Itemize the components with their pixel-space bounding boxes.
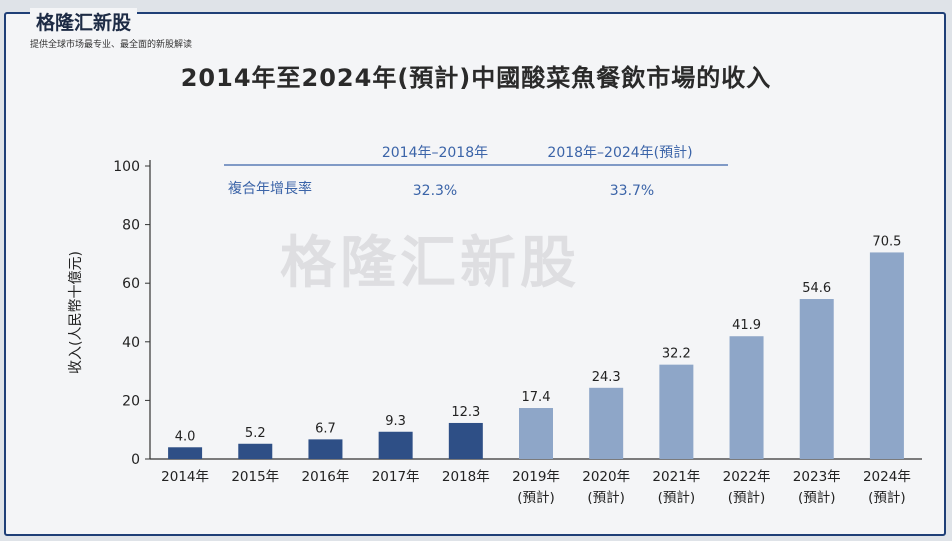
x-tick-label: 2016年 bbox=[302, 469, 350, 485]
data-label: 24.3 bbox=[592, 370, 621, 385]
data-label: 9.3 bbox=[385, 414, 406, 429]
x-tick-label: 2014年 bbox=[161, 469, 209, 485]
x-tick-sublabel: (預計) bbox=[798, 490, 836, 506]
cagr-period: 2014年–2018年 bbox=[382, 145, 488, 161]
x-tick-label: 2018年 bbox=[442, 469, 490, 485]
cagr-table: 2014年–2018年 2018年–2024年(預計) 複合年增長率 32.3% 33.… bbox=[224, 145, 728, 199]
bar bbox=[238, 443, 273, 459]
x-tick-sublabel: (預計) bbox=[658, 490, 696, 506]
x-tick-label: 2022年 bbox=[723, 469, 771, 485]
x-tick-label: 2021年 bbox=[652, 469, 700, 485]
y-axis-label: 收入(人民幣十億元) bbox=[68, 251, 84, 374]
x-tick-label: 2020年 bbox=[582, 469, 630, 485]
data-label: 70.5 bbox=[872, 234, 901, 249]
y-tick-label: 100 bbox=[113, 159, 140, 175]
bar bbox=[589, 387, 624, 459]
y-tick-label: 0 bbox=[131, 452, 140, 468]
chart-bars bbox=[168, 252, 904, 459]
x-tick-label: 2015年 bbox=[231, 469, 279, 485]
data-label: 12.3 bbox=[451, 405, 480, 420]
cagr-value: 33.7% bbox=[610, 183, 654, 199]
bar bbox=[448, 422, 483, 459]
chart-axes: 0 20 40 60 80 100 收入(人民幣十億元) bbox=[68, 159, 922, 468]
bar bbox=[308, 439, 343, 459]
x-tick-sublabel: (預計) bbox=[728, 490, 766, 506]
x-tick-sublabel: (預計) bbox=[517, 490, 555, 506]
brand-tagline: 提供全球市场最专业、最全面的新股解读 bbox=[30, 40, 193, 50]
x-tick-label: 2019年 bbox=[512, 469, 560, 485]
x-tick-label: 2017年 bbox=[372, 469, 420, 485]
x-tick-sublabel: (預計) bbox=[587, 490, 625, 506]
data-label: 54.6 bbox=[802, 281, 831, 296]
data-label: 4.0 bbox=[175, 429, 196, 444]
data-label: 32.2 bbox=[662, 347, 691, 362]
data-label: 17.4 bbox=[522, 390, 551, 405]
chart-title: 2014年至2024年(預計)中國酸菜魚餐飲市場的收入 bbox=[180, 64, 772, 92]
cagr-value: 32.3% bbox=[413, 183, 457, 199]
brand-logo-text: 格隆汇新股 bbox=[30, 8, 138, 35]
cagr-period: 2018年–2024年(預計) bbox=[547, 145, 692, 161]
bar bbox=[869, 252, 904, 459]
y-tick-label: 40 bbox=[122, 335, 140, 351]
x-tick-sublabel: (預計) bbox=[868, 490, 906, 506]
data-label: 41.9 bbox=[732, 318, 761, 333]
x-tick-label: 2024年 bbox=[863, 469, 911, 485]
bar bbox=[799, 299, 834, 459]
bar bbox=[659, 364, 694, 459]
data-label: 5.2 bbox=[245, 426, 266, 441]
y-tick-label: 80 bbox=[122, 218, 140, 234]
y-tick-label: 20 bbox=[122, 393, 140, 409]
bar bbox=[729, 336, 764, 459]
data-label: 6.7 bbox=[315, 421, 336, 436]
cagr-row-label: 複合年增長率 bbox=[228, 180, 312, 197]
bar bbox=[168, 447, 203, 459]
bar bbox=[378, 431, 413, 459]
x-tick-label: 2023年 bbox=[793, 469, 841, 485]
chart-labels: 4.0 2014年 5.2 2015年 6.7 2016年 9.3 2017年 12.3 2018… bbox=[161, 234, 911, 506]
y-tick-label: 60 bbox=[122, 276, 140, 292]
bar bbox=[519, 408, 553, 459]
watermark: 格隆汇新股 bbox=[280, 230, 580, 296]
